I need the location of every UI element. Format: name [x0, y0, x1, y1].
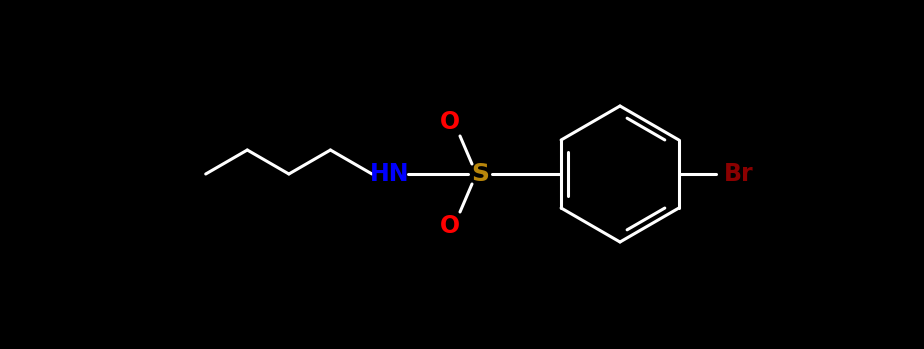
- Text: O: O: [440, 110, 460, 134]
- Text: S: S: [471, 162, 489, 186]
- Text: O: O: [440, 214, 460, 238]
- Text: Br: Br: [724, 162, 754, 186]
- Text: HN: HN: [371, 162, 409, 186]
